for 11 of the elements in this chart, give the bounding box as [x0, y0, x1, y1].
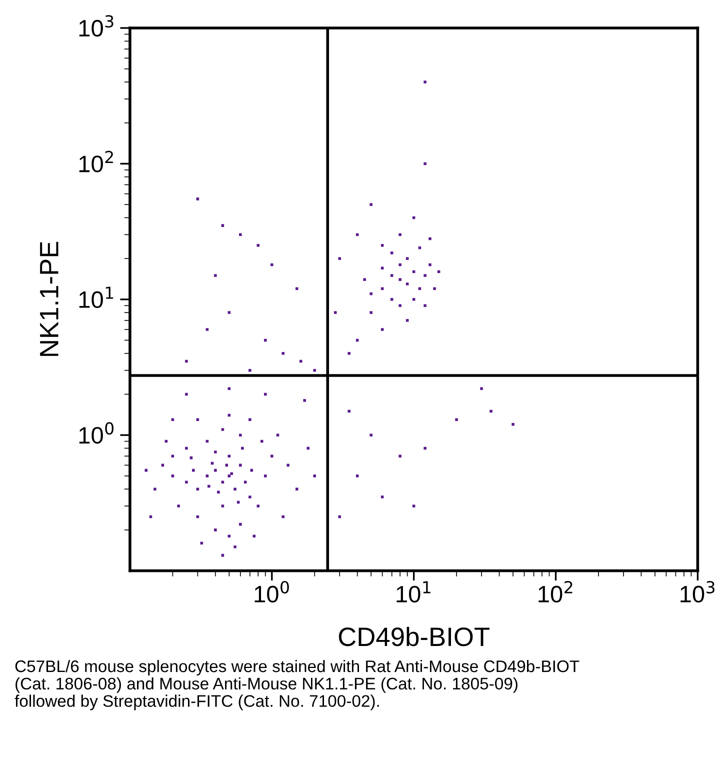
- x-axis-title: CD49b-BIOT: [338, 626, 490, 646]
- x-tick-label: 10$^{2}$: [538, 580, 572, 603]
- y-axis-title: NK1.1-PE: [40, 242, 58, 356]
- x-tick-label: 10$^{1}$: [396, 581, 430, 603]
- text: C57BL/6 mouse splenocytes were stained with Rat Anti-Mouse CD49b-BIOT (Cat. 1806-08) and Mouse Anti-Mouse NK1.1-PE (Cat. No. 1805-09) followed by Streptavidin-FITC (Cat. No. 7100-02).: [14, 660, 580, 710]
- y-tick-label: 10$^{1}$: [79, 286, 114, 308]
- x-tick-label: 10$^{0}$: [254, 580, 289, 603]
- y-tick-label: 10$^{3}$: [79, 15, 114, 37]
- y-tick-label: 10$^{2}$: [79, 150, 113, 172]
- x-tick-label: 10$^{3}$: [680, 580, 714, 603]
- y-tick-label: 10$^{0}$: [79, 422, 114, 444]
